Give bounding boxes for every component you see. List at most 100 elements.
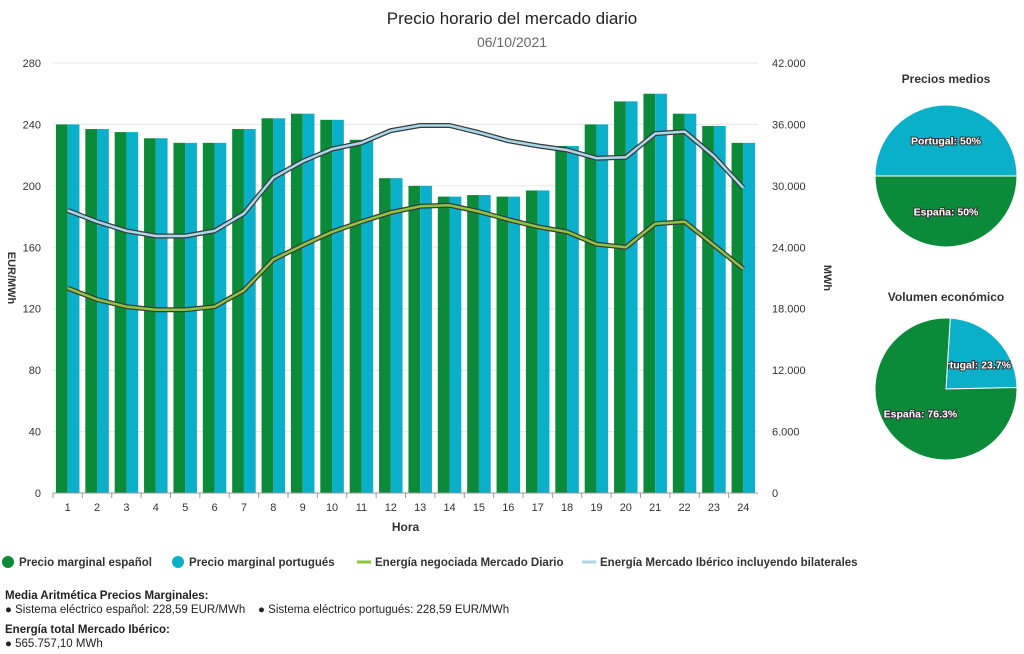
pie-title-precios-medios: Precios medios <box>902 72 991 86</box>
y-tick-label: 40 <box>29 427 41 439</box>
y-axis-title: EUR/MWh <box>5 252 17 305</box>
bar-spain <box>584 124 597 493</box>
pie-slice-precios-medios <box>874 175 1018 248</box>
average-price-portugal: ● Sistema eléctrico portugués: 228,59 EU… <box>258 604 510 616</box>
x-tick-label: 15 <box>473 502 485 514</box>
bar-portugal <box>567 145 579 493</box>
bar-spain <box>525 190 538 493</box>
pie-label-volumen-economico: España: 76.3% <box>884 409 958 421</box>
bar-spain <box>85 129 98 494</box>
bar-spain <box>379 178 391 493</box>
y2-tick-label: 18.000 <box>772 304 806 316</box>
x-tick-label: 19 <box>590 502 602 514</box>
bar-spain <box>114 132 127 493</box>
bar-spain <box>643 93 656 493</box>
total-energy-value: ● 565.757,10 MWh <box>5 638 103 650</box>
bar-spain <box>55 124 68 493</box>
bar-spain <box>555 145 568 493</box>
x-tick-label: 20 <box>620 502 632 514</box>
legend-precio-portugues-marker <box>172 556 184 568</box>
bar-portugal <box>390 178 403 493</box>
bar-portugal <box>243 129 256 494</box>
x-tick-label: 6 <box>212 502 218 514</box>
x-tick-label: 11 <box>356 502 367 514</box>
pie-label-precios-medios: Portugal: 50% <box>911 136 982 148</box>
average-prices-heading: Media Aritmética Precios Marginales: <box>5 590 209 602</box>
chart-title: Precio horario del mercado diario <box>387 9 637 28</box>
y-tick-label: 240 <box>23 119 41 131</box>
bar-spain <box>614 101 626 494</box>
bar-portugal <box>155 138 168 493</box>
x-tick-label: 12 <box>385 502 397 514</box>
line-energia-mercado-diario <box>67 204 745 311</box>
bar-spain <box>467 195 479 494</box>
bar-portugal <box>743 142 756 493</box>
y2-tick-label: 0 <box>772 488 778 500</box>
bar-portugal <box>67 124 80 493</box>
bar-portugal <box>596 124 609 493</box>
x-axis-title: Hora <box>392 520 420 534</box>
bar-spain <box>672 113 685 493</box>
bar-spain <box>496 196 509 493</box>
line-shadow <box>66 202 745 313</box>
pie-title-volumen-economico: Volumen económico <box>888 290 1004 304</box>
x-tick-label: 5 <box>182 502 188 514</box>
y2-tick-label: 30.000 <box>772 181 806 193</box>
y2-tick-label: 36.000 <box>772 119 806 131</box>
x-tick-label: 7 <box>241 502 247 514</box>
bar-portugal <box>126 132 139 493</box>
bar-spain <box>408 185 421 493</box>
y-tick-label: 160 <box>23 242 41 254</box>
pie-slice-precios-medios <box>874 104 1018 177</box>
x-tick-label: 18 <box>561 502 573 514</box>
bar-spain <box>144 138 156 493</box>
pie-slice-volumen-economico <box>945 317 1018 390</box>
x-tick-label: 10 <box>326 502 338 514</box>
bar-portugal <box>478 195 491 494</box>
y2-tick-label: 6.000 <box>772 427 800 439</box>
y-tick-label: 0 <box>35 488 41 500</box>
bar-spain <box>232 129 244 494</box>
x-tick-label: 9 <box>300 502 306 514</box>
x-tick-label: 21 <box>649 502 661 514</box>
bar-portugal <box>625 101 638 494</box>
y2-tick-label: 12.000 <box>772 365 806 377</box>
y2-tick-label: 24.000 <box>772 242 806 254</box>
x-tick-label: 3 <box>123 502 129 514</box>
x-tick-label: 16 <box>502 502 514 514</box>
chart-subtitle: 06/10/2021 <box>477 34 547 50</box>
x-tick-label: 22 <box>678 502 690 514</box>
legend-precio-espanol-marker <box>2 556 14 568</box>
x-tick-label: 2 <box>94 502 100 514</box>
legend-energia-diario: Energía negociada Mercado Diario <box>375 557 564 569</box>
y-tick-label: 200 <box>23 181 41 193</box>
bar-portugal <box>508 196 521 493</box>
x-tick-label: 13 <box>414 502 426 514</box>
total-energy-heading: Energía total Mercado Ibérico: <box>5 624 170 636</box>
bar-portugal <box>361 139 374 494</box>
bar-spain <box>290 113 303 493</box>
x-tick-label: 8 <box>270 502 276 514</box>
y-tick-label: 280 <box>23 58 41 70</box>
line-shadow <box>66 123 746 239</box>
bar-portugal <box>537 190 550 493</box>
y-tick-label: 120 <box>23 304 41 316</box>
bar-portugal <box>214 142 227 493</box>
pie-label-precios-medios: España: 50% <box>914 207 979 219</box>
legend-energia-iberico: Energía Mercado Ibérico incluyendo bilat… <box>600 557 858 569</box>
x-tick-label: 1 <box>65 502 71 514</box>
bar-portugal <box>332 119 344 494</box>
bar-spain <box>731 142 744 493</box>
legend-precio-espanol: Precio marginal español <box>19 557 152 569</box>
bar-spain <box>702 125 714 493</box>
pie-slice-volumen-economico <box>874 317 1018 461</box>
y2-axis-title: MWh <box>821 265 833 292</box>
bar-spain <box>261 118 274 494</box>
x-tick-label: 17 <box>532 502 544 514</box>
bar-spain <box>202 142 215 493</box>
line-energia-mercado-iberico <box>67 124 745 238</box>
average-price-spain: ● Sistema eléctrico español: 228,59 EUR/… <box>5 604 246 616</box>
y2-tick-label: 42.000 <box>772 58 806 70</box>
bar-portugal <box>449 196 462 493</box>
